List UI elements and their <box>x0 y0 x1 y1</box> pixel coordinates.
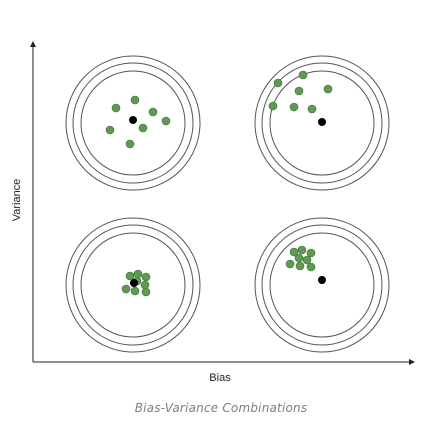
prediction-point <box>324 85 332 93</box>
target-panels <box>66 56 389 352</box>
panel-high-bias-low-variance <box>255 218 389 352</box>
prediction-point <box>141 281 149 289</box>
prediction-point <box>269 102 277 110</box>
prediction-point <box>126 140 134 148</box>
prediction-point <box>106 126 114 134</box>
prediction-point <box>308 105 316 113</box>
panel-high-bias-high-variance <box>255 56 389 190</box>
prediction-point <box>142 288 150 296</box>
target-ring-1 <box>255 218 389 352</box>
prediction-point <box>126 272 134 280</box>
prediction-point <box>296 262 304 270</box>
prediction-point <box>149 108 157 116</box>
prediction-point <box>134 270 142 278</box>
target-center-point <box>318 118 326 126</box>
target-center-point <box>129 116 137 124</box>
prediction-point <box>274 79 282 87</box>
figure-caption: Bias-Variance Combinations <box>0 401 442 415</box>
prediction-point <box>298 246 306 254</box>
prediction-point <box>290 103 298 111</box>
panel-low-bias-low-variance <box>66 218 200 352</box>
prediction-point <box>131 96 139 104</box>
target-ring-2 <box>262 225 382 345</box>
prediction-point <box>131 287 139 295</box>
target-center-point <box>130 279 138 287</box>
prediction-point <box>299 71 307 79</box>
prediction-point <box>307 249 315 257</box>
prediction-point <box>112 104 120 112</box>
target-center-point <box>318 276 326 284</box>
prediction-point <box>122 285 130 293</box>
panel-low-bias-high-variance <box>66 56 200 190</box>
prediction-point <box>295 254 303 262</box>
x-axis-label: Bias <box>209 372 231 384</box>
y-axis-label: Variance <box>11 179 23 222</box>
prediction-point <box>307 263 315 271</box>
prediction-point <box>303 256 311 264</box>
prediction-point <box>295 87 303 95</box>
target-ring-3 <box>270 233 374 337</box>
prediction-point <box>162 117 170 125</box>
prediction-point <box>286 260 294 268</box>
prediction-point <box>139 124 147 132</box>
prediction-point <box>142 273 150 281</box>
